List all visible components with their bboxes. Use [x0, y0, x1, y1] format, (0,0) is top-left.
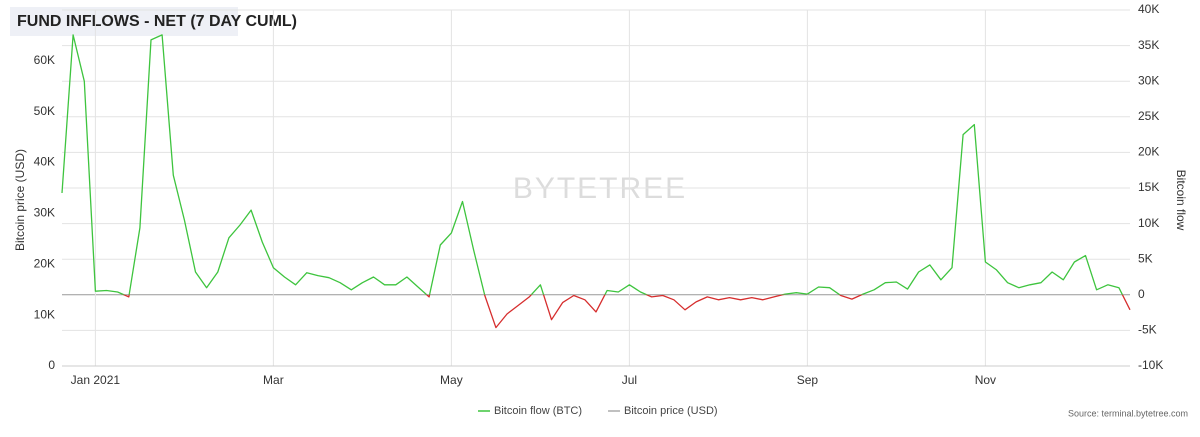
- y2-tick-label: 20K: [1138, 145, 1159, 159]
- y2-tick-label: 10K: [1138, 216, 1159, 230]
- x-tick-label: Jul: [622, 373, 637, 387]
- x-tick-label: May: [440, 373, 463, 387]
- y-tick-label: 10K: [34, 307, 55, 321]
- source: Source: terminal.bytetree.com: [1068, 408, 1188, 418]
- y2-tick-label: -5K: [1138, 323, 1157, 337]
- y2-tick-label: 40K: [1138, 2, 1159, 16]
- y2-tick-label: -10K: [1138, 358, 1163, 372]
- x-tick-label: Sep: [797, 373, 819, 387]
- legend-label: Bitcoin price (USD): [624, 405, 718, 417]
- y-tick-label: 40K: [34, 155, 55, 169]
- legend: Bitcoin flow (BTC) Bitcoin price (USD): [478, 405, 718, 417]
- x-tick-label: Jan 2021: [71, 373, 121, 387]
- flow-line-negative: [122, 294, 1131, 329]
- y-tick-label: 0: [48, 358, 55, 372]
- flow-line-positive: [61, 34, 1124, 295]
- x-tick-label: Nov: [975, 373, 996, 387]
- title-box: [10, 7, 238, 36]
- chart-title: FUND INFLOWS - NET (7 DAY CUML): [17, 13, 297, 30]
- y2-tick-label: 35K: [1138, 38, 1159, 52]
- y2-axis-title: Bitcoin flow: [1174, 170, 1188, 231]
- y-tick-label: 60K: [34, 53, 55, 67]
- y2-tick-label: 15K: [1138, 180, 1159, 194]
- y-axis-title: Bitcoin price (USD): [13, 149, 27, 251]
- x-tick-label: Mar: [263, 373, 284, 387]
- y-tick-label: 50K: [34, 104, 55, 118]
- y2-tick-label: 30K: [1138, 73, 1159, 87]
- y2-tick-label: 0: [1138, 287, 1145, 301]
- y-tick-label: 20K: [34, 256, 55, 270]
- legend-label: Bitcoin flow (BTC): [494, 405, 582, 417]
- y-tick-label: 30K: [34, 206, 55, 220]
- y2-tick-label: 5K: [1138, 251, 1153, 265]
- y2-tick-label: 25K: [1138, 109, 1159, 123]
